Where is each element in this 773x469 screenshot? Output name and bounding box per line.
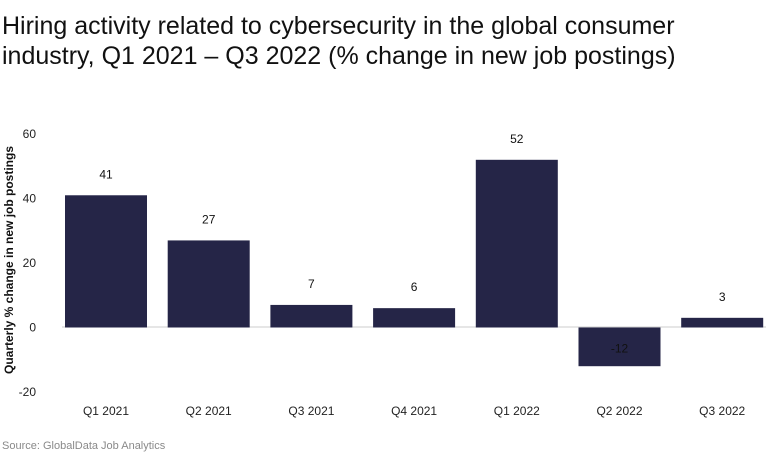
x-tick-label: Q1 2022 <box>494 404 540 418</box>
data-label: 27 <box>202 212 216 226</box>
x-tick-label: Q1 2021 <box>83 404 129 418</box>
bar <box>475 159 558 328</box>
chart-title: Hiring activity related to cybersecurity… <box>2 12 676 70</box>
x-tick-label: Q2 2022 <box>596 404 642 418</box>
y-axis-label: Quarterly % change in new job postings <box>2 146 16 374</box>
bar <box>167 240 250 328</box>
y-tick-label: 60 <box>23 127 37 141</box>
value-labels-group: 41 27 7 6 52 -12 3 <box>99 132 726 356</box>
y-tick-label: 40 <box>23 192 37 206</box>
bar <box>270 304 353 328</box>
y-tick-label: 20 <box>23 256 37 270</box>
bar <box>578 327 661 367</box>
y-tick-label: 0 <box>29 321 36 335</box>
data-label: 6 <box>411 280 418 294</box>
y-tick-label: -20 <box>19 385 37 399</box>
x-tick-label: Q2 2021 <box>186 404 232 418</box>
data-label: 41 <box>99 167 113 181</box>
x-tick-label: Q3 2021 <box>288 404 334 418</box>
bar <box>681 317 764 328</box>
data-label: 52 <box>510 132 524 146</box>
data-label: 3 <box>719 290 726 304</box>
data-label: -12 <box>611 342 629 356</box>
bars-group <box>65 159 764 367</box>
data-label: 7 <box>308 277 315 291</box>
source-note: Source: GlobalData Job Analytics <box>2 440 166 452</box>
bar <box>373 308 456 328</box>
x-tick-label: Q3 2022 <box>699 404 745 418</box>
x-axis-ticks: Q1 2021 Q2 2021 Q3 2021 Q4 2021 Q1 2022 Q2 20… <box>83 404 746 418</box>
bar <box>65 195 147 328</box>
y-axis-ticks: 60 40 20 0 -20 <box>19 127 37 399</box>
x-tick-label: Q4 2021 <box>391 404 437 418</box>
